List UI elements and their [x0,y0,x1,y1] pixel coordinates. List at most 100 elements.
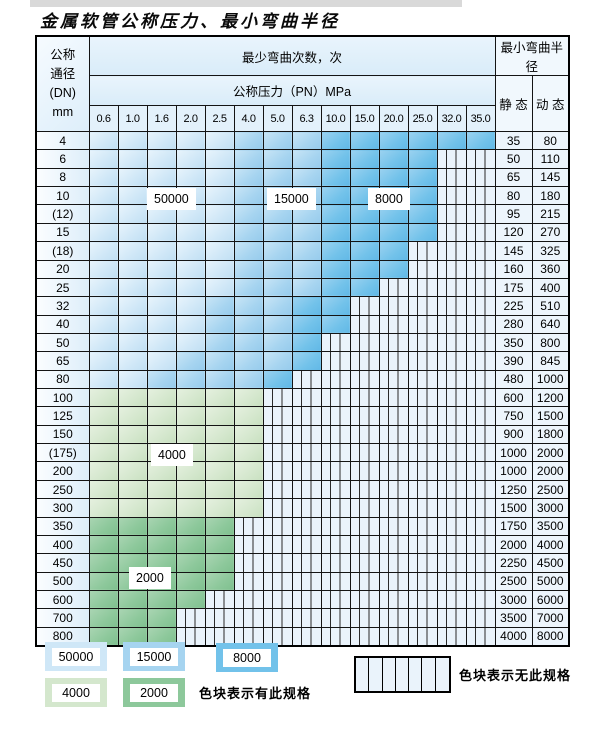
dn-cell: 65 [35,351,90,371]
no-spec-cell [436,479,467,500]
spec-cell-50000 [88,296,119,316]
spec-cell-4000 [233,479,264,500]
no-spec-cell [291,406,322,426]
spec-cell-2000 [117,608,148,628]
dn-cell: 450 [35,553,90,573]
spec-cell-50000 [146,259,177,279]
dn-cell: 6 [35,149,90,169]
dynamic-radius-cell: 1000 [531,369,570,390]
no-spec-cell [407,479,438,500]
table-row: 150 900 1800 [35,424,570,445]
no-spec-cell [407,259,438,279]
spec-cell-8000 [407,204,438,224]
dn-cell: (18) [35,241,90,261]
spec-cell-15000 [262,149,293,169]
dn-cell: 25 [35,277,90,298]
spec-cell-15000 [233,314,264,334]
spec-cell-15000 [233,351,264,371]
no-spec-cell [407,424,438,445]
static-radius-cell: 480 [494,369,533,390]
spec-cell-2000 [117,534,148,555]
spec-table: 公称 通径 (DN) mm 最少弯曲次数，次 最小弯曲半径 公称压力（PN）MP… [35,35,570,648]
spec-cell-15000 [204,296,235,316]
pressure-tick: 0.6 [88,105,119,132]
spec-cell-15000 [262,167,293,188]
no-spec-cell [436,314,467,334]
spec-cell-15000 [262,314,293,334]
no-spec-cell [320,388,351,408]
no-spec-cell [291,626,322,647]
spec-cell-50000 [88,369,119,390]
no-spec-cell [436,204,467,224]
spec-cell-8000 [291,296,322,316]
table-row: 600 3000 6000 [35,589,570,610]
dynamic-radius-cell: 215 [531,204,570,224]
static-radius-cell: 390 [494,351,533,371]
spec-cell-50000 [146,296,177,316]
no-spec-cell [465,314,496,334]
spec-cell-50000 [146,222,177,243]
spec-cell-4000 [175,479,206,500]
no-spec-cell [262,443,293,463]
spec-cell-15000 [233,222,264,243]
spec-cell-8000 [320,277,351,298]
hatch-cell [422,658,436,691]
static-radius-cell: 225 [494,296,533,316]
no-spec-cell [465,259,496,279]
static-radius-cell: 50 [494,149,533,169]
no-spec-cell [233,608,264,628]
no-spec-cell [320,461,351,481]
no-spec-cell [378,314,409,334]
dn-cell: 10 [35,186,90,206]
no-spec-cell [436,149,467,169]
spec-cell-50000 [175,241,206,261]
static-radius-cell: 280 [494,314,533,334]
spec-cell-15000 [233,259,264,279]
dn-cell: 600 [35,589,90,610]
dynamic-radius-cell: 845 [531,351,570,371]
no-spec-cell [233,571,264,591]
dynamic-radius-cell: 145 [531,167,570,188]
no-spec-cell [465,479,496,500]
spec-cell-2000 [146,589,177,610]
dynamic-radius-cell: 510 [531,296,570,316]
no-spec-cell [465,332,496,353]
spec-cell-2000 [88,516,119,536]
static-radius-cell: 1750 [494,516,533,536]
no-spec-cell [233,516,264,536]
spec-cell-50000 [146,277,177,298]
spec-cell-2000 [175,553,206,573]
no-spec-cell [378,277,409,298]
spec-cell-8000 [291,351,322,371]
pressure-tick: 15.0 [349,105,380,132]
table-row: 250 1250 2500 [35,479,570,500]
no-spec-cell [262,589,293,610]
spec-cell-8000 [349,130,380,151]
no-spec-cell [349,498,380,518]
dn-cell: 15 [35,222,90,243]
legend-has-spec-text: 色块表示有此规格 [199,686,312,701]
spec-cell-50000 [146,149,177,169]
spec-cell-8000 [320,186,351,206]
no-spec-cell [407,626,438,647]
dynamic-radius-cell: 2500 [531,479,570,500]
static-radius-cell: 600 [494,388,533,408]
spec-cell-4000 [204,461,235,481]
spec-cell-8000 [320,204,351,224]
spec-cell-4000 [204,498,235,518]
spec-cell-4000 [88,406,119,426]
pressure-tick: 1.0 [117,105,148,132]
no-spec-cell [436,424,467,445]
spec-cell-4000 [88,424,119,445]
table-row: 500 2500 5000 [35,571,570,591]
no-spec-cell [407,498,438,518]
legend-no-spec-text: 色块表示无此规格 [459,668,572,683]
no-spec-cell [262,553,293,573]
static-radius-cell: 95 [494,204,533,224]
no-spec-cell [407,443,438,463]
table-row: 800 4000 8000 [35,626,570,647]
spec-cell-4000 [117,461,148,481]
no-spec-cell [436,589,467,610]
table-row: 300 1500 3000 [35,498,570,518]
no-spec-cell [436,186,467,206]
